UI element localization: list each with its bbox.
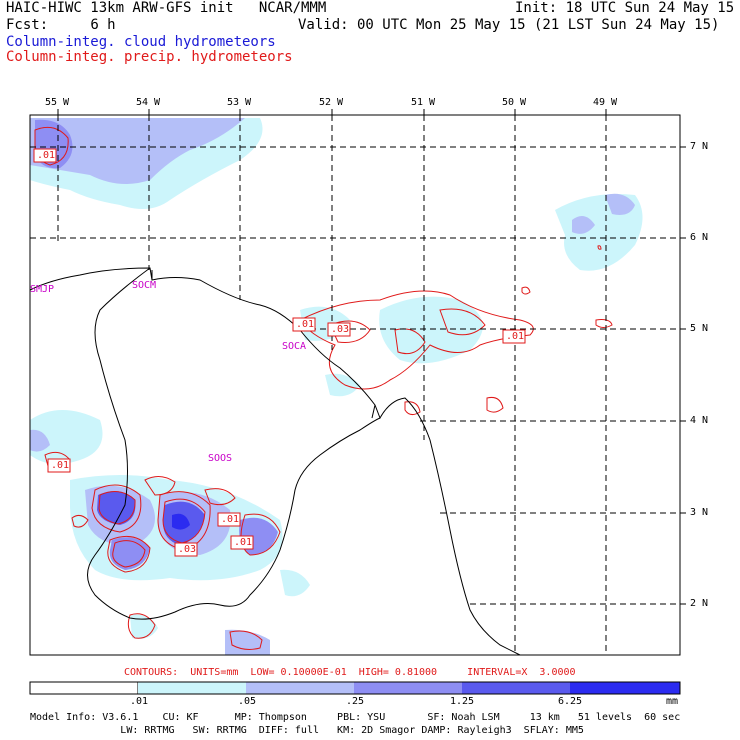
lon-label: 49 W [593, 97, 618, 108]
lon-label: 52 W [319, 97, 344, 108]
lat-label: 3 N [690, 507, 709, 518]
contour-label: .01 [506, 331, 525, 342]
station-label: SMJP [30, 284, 55, 295]
colorbar-tick: .05 [238, 696, 257, 707]
model-info-line2: LW: RRTMG SW: RRTMG DIFF: full KM: 2D Sm… [30, 725, 584, 736]
colorbar-tick: 6.25 [558, 696, 583, 707]
lon-label: 50 W [502, 97, 527, 108]
lon-label: 55 W [45, 97, 70, 108]
station-label: SOOS [208, 453, 233, 464]
contour-label: .01 [296, 319, 315, 330]
colorbar-tick: 1.25 [450, 696, 475, 707]
axis-ticks [57, 109, 686, 605]
lat-lon-grid [30, 115, 680, 655]
colorbar-tick: .25 [346, 696, 365, 707]
contours-precip-hydrometeors [34, 126, 613, 650]
valid-time: Valid: 00 UTC Mon 25 May 15 (21 LST Sun … [298, 17, 720, 33]
lat-label: 2 N [690, 598, 709, 609]
lat-label: 4 N [690, 415, 709, 426]
lon-label: 54 W [136, 97, 161, 108]
lat-label: 7 N [690, 141, 709, 152]
shading-cloud-hydrometeors [30, 118, 643, 655]
coastline-borders [29, 267, 521, 656]
fcst-value: 6 h [90, 17, 116, 33]
field-precip-label: Column-integ. precip. hydrometeors [6, 49, 293, 65]
map-title: HAIC-HIWC 13km ARW-GFS init NCAR/MMM [6, 0, 327, 16]
contour-info: CONTOURS: UNITS=mm LOW= 0.10000E-01 HIGH… [124, 667, 576, 678]
contour-label: .03 [178, 544, 197, 555]
contour-label: .01 [221, 514, 240, 525]
fcst-label: Fcst: [6, 17, 49, 33]
colorbar-unit: mm [666, 696, 679, 707]
lat-label: 6 N [690, 232, 709, 243]
forecast-label: Fcst: 6 h [6, 17, 116, 34]
contour-label: .03 [331, 324, 350, 335]
lon-label: 51 W [411, 97, 436, 108]
station-label: SOCM [132, 280, 157, 291]
model-info-line1: Model Info: V3.6.1 CU: KF MP: Thompson P… [30, 712, 681, 723]
contour-label-boxes [33, 148, 526, 557]
init-time: Init: 18 UTC Sun 24 May 15 [515, 0, 735, 16]
lon-label: 53 W [227, 97, 252, 108]
contour-label: .01 [51, 460, 70, 471]
lat-label: 5 N [690, 323, 709, 334]
colorbar-tick: .01 [130, 696, 149, 707]
map-frame [29, 114, 681, 656]
contour-label: .01 [37, 150, 56, 161]
field-cloud-label: Column-integ. cloud hydrometeors [6, 34, 276, 50]
colorbar [29, 681, 681, 695]
contour-label: .01 [234, 537, 253, 548]
station-label: SOCA [282, 341, 307, 352]
